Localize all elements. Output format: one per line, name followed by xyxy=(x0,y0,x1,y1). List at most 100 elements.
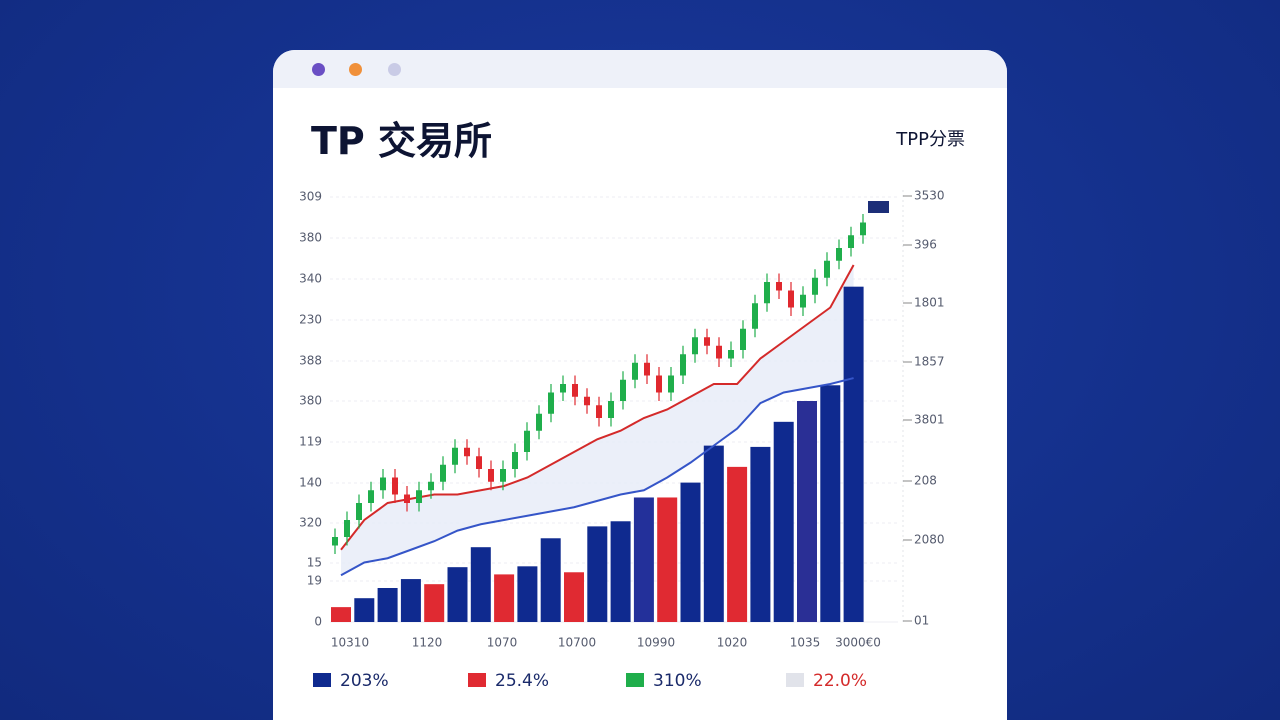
window-dot[interactable] xyxy=(388,63,401,76)
x-tick-label: 1020 xyxy=(717,636,748,650)
right-tick-label: 01 xyxy=(914,614,929,628)
candle-body xyxy=(476,456,482,469)
bar xyxy=(610,521,631,622)
bar xyxy=(633,497,654,622)
y-tick-label: 320 xyxy=(299,516,322,530)
bar xyxy=(750,446,771,622)
bar xyxy=(657,497,678,622)
candle-body xyxy=(752,303,758,329)
candle-body xyxy=(776,282,782,291)
line xyxy=(340,377,854,577)
candle-body xyxy=(344,520,350,537)
bar xyxy=(820,385,841,622)
candle-body xyxy=(392,477,398,495)
y-tick-label: 309 xyxy=(299,190,322,204)
bar xyxy=(517,566,538,622)
candle-body xyxy=(632,362,638,380)
candle-body xyxy=(356,503,362,520)
page-title: TP 交易所 xyxy=(311,119,493,163)
x-tick-label: 10700 xyxy=(558,636,596,650)
right-tick-label: 3801 xyxy=(914,413,945,427)
candle-body xyxy=(560,384,566,393)
bar xyxy=(447,567,468,622)
candle-body xyxy=(548,392,554,414)
right-tick-label: 2080 xyxy=(914,533,945,547)
candle-body xyxy=(620,379,626,401)
candle-body xyxy=(824,260,830,278)
candle-body xyxy=(788,290,794,308)
x-tick-label: 1070 xyxy=(487,636,518,650)
bar xyxy=(797,401,817,622)
candle-body xyxy=(488,469,494,482)
y-tick-label: 0 xyxy=(314,615,322,629)
candle-body xyxy=(848,235,854,248)
page-subtitle: TPP分票 xyxy=(896,129,965,150)
candle-body xyxy=(812,277,818,295)
candle-body xyxy=(596,405,602,418)
legend-swatch xyxy=(786,673,804,687)
bar xyxy=(727,466,748,622)
window-dot[interactable] xyxy=(349,63,362,76)
window-dot[interactable] xyxy=(312,63,325,76)
x-tick-label: 10310 xyxy=(331,636,369,650)
y-tick-label: 340 xyxy=(299,272,322,286)
legend-swatch xyxy=(313,673,331,687)
candle-body xyxy=(668,375,674,393)
line xyxy=(340,264,855,551)
y-tick-label: 230 xyxy=(299,313,322,327)
bar xyxy=(494,574,515,622)
right-tick-label: 396 xyxy=(914,238,937,252)
y-tick-label: 380 xyxy=(299,394,322,408)
candle-body xyxy=(464,447,470,457)
y-tick-label: 380 xyxy=(299,231,322,245)
candle-body xyxy=(608,401,614,418)
y-tick-label: 388 xyxy=(299,354,322,368)
y-tick-label: 140 xyxy=(299,476,322,490)
candle-body xyxy=(800,294,806,308)
candle-body xyxy=(764,282,770,304)
bar xyxy=(400,579,421,622)
bar xyxy=(843,286,864,622)
title-bar xyxy=(273,50,1007,88)
candle-body xyxy=(380,477,386,491)
candle-body xyxy=(440,464,446,482)
candle-body xyxy=(500,469,506,482)
legend-swatch xyxy=(626,673,644,687)
candle-body xyxy=(728,350,734,359)
x-tick-label: 3000€0 xyxy=(835,636,881,650)
bar xyxy=(773,421,794,622)
band-fill xyxy=(341,265,854,576)
candle-body xyxy=(704,337,710,346)
candle-body xyxy=(692,337,698,355)
candle-body xyxy=(716,345,722,359)
right-tick-label: 1801 xyxy=(914,296,945,310)
candle-body xyxy=(644,362,650,376)
bar xyxy=(680,482,701,622)
candle-body xyxy=(656,375,662,393)
candle-body xyxy=(368,490,374,503)
bar xyxy=(470,547,491,622)
legend-label: 310% xyxy=(653,671,702,691)
x-tick-label: 1120 xyxy=(412,636,443,650)
candle-body xyxy=(512,452,518,469)
candle-body xyxy=(680,354,686,376)
legend-label: 203% xyxy=(340,671,389,691)
y-tick-label: 119 xyxy=(299,435,322,449)
candle-body xyxy=(584,396,590,406)
legend-swatch xyxy=(468,673,486,687)
right-tick-label: 3530 xyxy=(914,189,945,203)
candle-body xyxy=(740,328,746,350)
bar xyxy=(424,584,445,622)
bar xyxy=(331,607,351,622)
bar xyxy=(587,526,608,622)
candle-body xyxy=(836,248,842,261)
bar xyxy=(540,538,561,622)
y-tick-label: 15 xyxy=(307,556,322,570)
bar xyxy=(564,572,584,622)
candle-body xyxy=(428,481,434,491)
candle-body xyxy=(452,447,458,465)
bar xyxy=(377,588,398,622)
candle-body xyxy=(404,494,410,503)
candle-body xyxy=(416,490,422,503)
